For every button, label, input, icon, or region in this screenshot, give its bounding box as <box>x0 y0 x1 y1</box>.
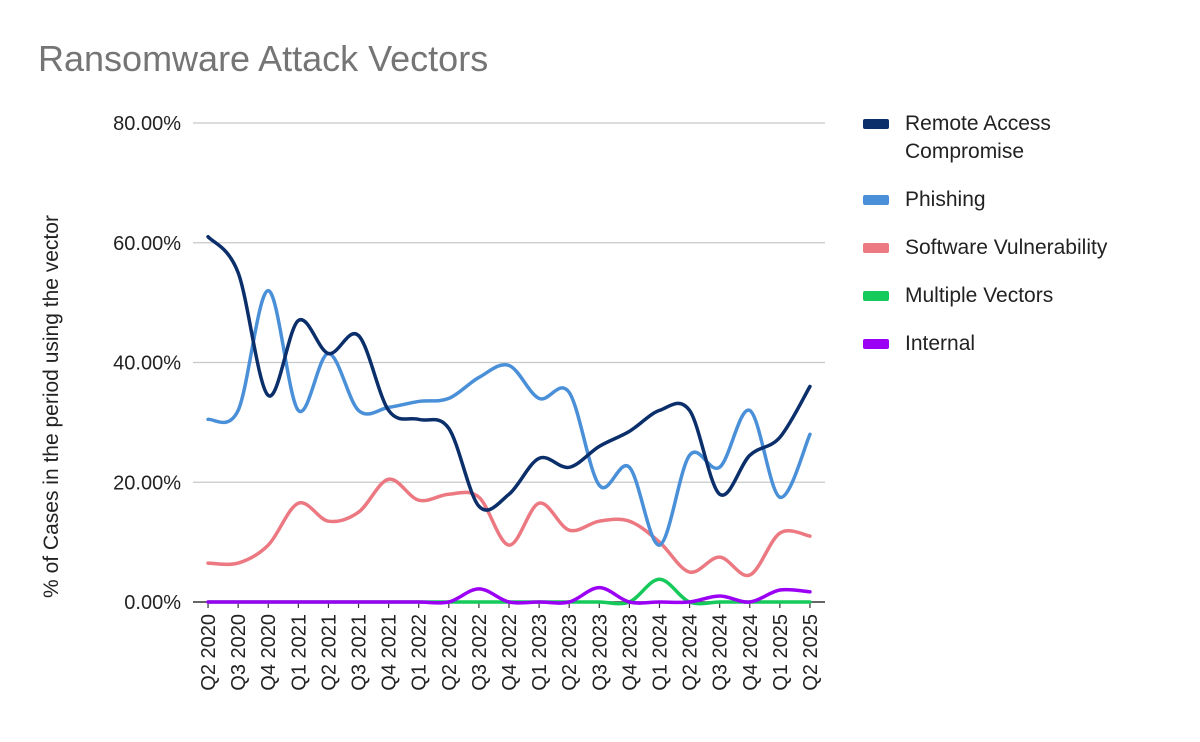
x-tick-label: Q1 2025 <box>770 614 792 691</box>
x-tick-label: Q2 2024 <box>680 614 702 691</box>
x-tick-label: Q4 2023 <box>619 614 641 691</box>
legend-item: Phishing <box>863 186 1200 214</box>
x-tick-label: Q3 2022 <box>469 614 491 691</box>
x-tick-label: Q3 2020 <box>228 614 250 691</box>
y-tick-label: 60.00% <box>113 233 181 255</box>
x-tick-label: Q1 2024 <box>649 614 671 691</box>
x-tick-label: Q4 2021 <box>379 614 401 691</box>
legend-swatch <box>863 195 889 205</box>
legend-label: Multiple Vectors <box>905 284 1054 307</box>
y-tick-label: 80.00% <box>113 113 181 135</box>
legend-swatch <box>863 119 889 129</box>
x-tick-label: Q4 2024 <box>740 614 762 691</box>
x-tick-label: Q3 2021 <box>349 614 371 691</box>
x-tick-label: Q2 2022 <box>439 614 461 691</box>
legend-swatch <box>863 291 889 301</box>
x-tick-label: Q2 2020 <box>198 614 220 691</box>
legend-label: Phishing <box>905 188 986 211</box>
y-tick-label: 0.00% <box>124 592 181 614</box>
legend-swatch <box>863 339 889 349</box>
legend-label: Internal <box>905 332 976 355</box>
legend-swatch <box>863 243 889 253</box>
series-line-software-vulnerability <box>206 477 812 578</box>
legend-item: Software Vulnerability <box>863 234 1200 262</box>
x-tick-label: Q4 2020 <box>258 614 280 691</box>
x-tick-label: Q1 2023 <box>529 614 551 691</box>
chart-title: Ransomware Attack Vectors <box>38 38 489 79</box>
x-tick-label: Q3 2023 <box>589 614 611 691</box>
x-tick-label: Q1 2022 <box>409 614 431 691</box>
x-tick-label: Q2 2025 <box>800 614 822 691</box>
legend-item: Internal <box>863 330 1200 358</box>
legend-item: Remote Access Compromise <box>863 110 1105 166</box>
series-line-internal <box>206 585 812 605</box>
x-tick-label: Q2 2023 <box>559 614 581 691</box>
x-tick-label: Q3 2024 <box>710 614 732 691</box>
series-line-remote-access-compromise <box>206 235 812 512</box>
x-tick-label: Q4 2022 <box>499 614 521 691</box>
x-tick-label: Q2 2021 <box>318 614 340 691</box>
legend-label: Remote Access Compromise <box>905 112 1051 163</box>
series-line-phishing <box>206 288 812 547</box>
y-tick-label: 40.00% <box>113 353 181 375</box>
y-tick-label: 20.00% <box>113 472 181 494</box>
legend-label: Software Vulnerability <box>905 236 1108 259</box>
legend-item: Multiple Vectors <box>863 282 1200 310</box>
series-line-multiple-vectors <box>206 577 812 606</box>
y-axis-label: % of Cases in the period using the vecto… <box>40 215 63 598</box>
x-tick-label: Q1 2021 <box>288 614 310 691</box>
